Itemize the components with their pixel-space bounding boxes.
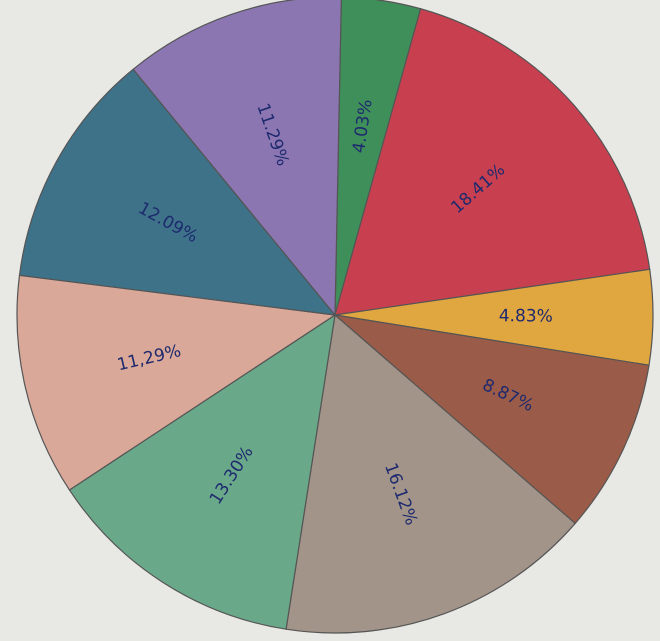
pie-slice [68, 313, 336, 630]
pie-slice [333, 314, 650, 525]
pie-slice [18, 68, 337, 316]
slice-label: 4.83% [499, 306, 553, 326]
pie-slice [285, 313, 577, 634]
pie-slice [334, 8, 651, 316]
pie-slice [16, 274, 337, 491]
pie-slice [132, 0, 342, 317]
